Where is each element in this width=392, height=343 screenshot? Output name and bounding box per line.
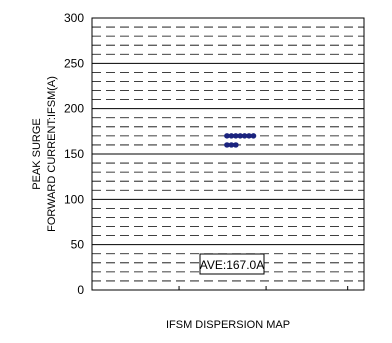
y-tick-label: 300 (64, 11, 84, 25)
x-axis-label: IFSM DISPERSION MAP (166, 319, 290, 331)
y-tick-label: 0 (77, 283, 84, 297)
y-tick-label: 100 (64, 192, 84, 206)
y-tick-label: 250 (64, 56, 84, 70)
y-tick-label: 200 (64, 102, 84, 116)
y-axis-label-line-1: PEAK SURGE (31, 118, 43, 190)
data-point (250, 133, 257, 139)
y-tick-label: 150 (64, 147, 84, 161)
x-axis-ticks (178, 286, 349, 290)
y-axis-ticks: 0 50 100 150 200 250 300 (64, 11, 84, 297)
data-points (224, 133, 257, 148)
minor-gridlines (92, 26, 364, 282)
average-annotation: AVE:167.0A (199, 253, 265, 275)
y-axis-label-line-2: FORWARD CURRENT:IFSM(A) (46, 76, 58, 232)
data-point (232, 142, 239, 148)
major-gridlines (92, 62, 364, 246)
plot-frame (91, 17, 365, 291)
average-annotation-box (199, 253, 265, 275)
average-annotation-text: AVE:167.0A (200, 258, 265, 272)
y-tick-label: 50 (71, 238, 85, 252)
